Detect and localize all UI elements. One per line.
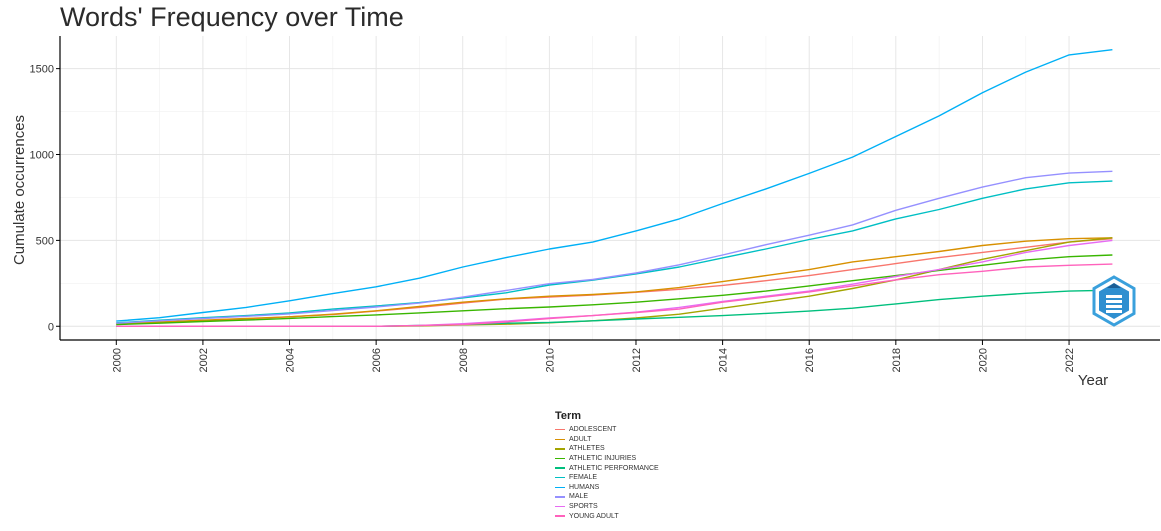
legend-label: ATHLETIC INJURIES [569, 455, 637, 463]
legend-item: MALE [555, 492, 659, 502]
series-line-female [116, 180, 1113, 324]
x-tick-label: 2022 [1064, 348, 1076, 372]
legend-label: ATHLETIC PERFORMANCE [569, 464, 659, 472]
bibliometrix-logo-icon [1091, 275, 1137, 332]
x-tick-label: 2010 [544, 348, 556, 372]
series-line-adolescent [116, 238, 1113, 325]
y-tick-label: 0 [48, 321, 54, 333]
legend-item: ATHLETIC INJURIES [555, 454, 659, 464]
legend-label: FEMALE [569, 474, 598, 482]
legend-item: ATHLETES [555, 444, 659, 454]
legend-label: ADULT [569, 435, 592, 443]
y-tick-label: 1500 [30, 64, 54, 76]
legend-item: ADOLESCENT [555, 425, 659, 435]
legend-label: MALE [569, 493, 589, 501]
x-tick-label: 2012 [631, 348, 643, 372]
x-tick-label: 2000 [111, 348, 123, 372]
x-tick-label: 2020 [977, 348, 989, 372]
legend-title: Term [555, 410, 582, 422]
grid-lines [60, 36, 1160, 340]
legend-item: ATHLETIC PERFORMANCE [555, 463, 659, 473]
series-line-young-adult [116, 263, 1113, 327]
x-tick-label: 2016 [804, 348, 816, 372]
legend-item: HUMANS [555, 483, 659, 493]
y-tick-label: 1000 [30, 150, 54, 162]
series-line-male [116, 170, 1113, 324]
series-line-athletic-injuries [116, 254, 1113, 326]
series-line-athletes [116, 237, 1113, 327]
legend-label: HUMANS [569, 483, 600, 491]
x-tick-label: 2004 [285, 348, 297, 372]
legend-key [555, 486, 565, 489]
legend-key [555, 496, 565, 498]
x-axis-label: Year [1078, 372, 1108, 389]
legend-key [555, 467, 565, 469]
series-lines [116, 49, 1113, 327]
legend-key [555, 448, 565, 450]
x-tick-label: 2006 [371, 348, 383, 372]
legend-label: SPORTS [569, 503, 598, 511]
x-tick-label: 2002 [198, 348, 210, 372]
legend-key [555, 477, 565, 479]
legend-item: YOUNG ADULT [555, 511, 659, 521]
y-axis-label: Cumulate occurrences [11, 115, 28, 265]
legend-label: ADOLESCENT [569, 426, 617, 434]
legend-key [555, 438, 565, 441]
x-tick-label: 2008 [458, 348, 470, 372]
legend-key [555, 457, 565, 460]
legend-label: YOUNG ADULT [569, 512, 619, 520]
legend-key [555, 429, 565, 431]
legend-label: ATHLETES [569, 445, 605, 453]
legend-item: SPORTS [555, 502, 659, 512]
axes: 0 500 1000 1500 2000 2002 2004 2006 2008 2010 2012… [30, 36, 1160, 372]
legend-item: ADULT [555, 435, 659, 445]
chart-legend: Term ADOLESCENT ADULT ATHLETES ATHLETIC INJ… [555, 410, 659, 521]
y-tick-label: 500 [36, 235, 54, 247]
legend-item: FEMALE [555, 473, 659, 483]
legend-key [555, 515, 565, 517]
x-tick-label: 2018 [891, 348, 903, 372]
legend-key [555, 505, 565, 508]
x-tick-label: 2014 [718, 348, 730, 372]
chart-title: Words' Frequency over Time [60, 2, 404, 32]
legend-items: ADOLESCENT ADULT ATHLETES ATHLETIC INJURIES… [555, 425, 659, 521]
series-line-humans [116, 49, 1113, 322]
series-line-athletic-performance [116, 289, 1113, 327]
series-line-adult [116, 237, 1113, 325]
